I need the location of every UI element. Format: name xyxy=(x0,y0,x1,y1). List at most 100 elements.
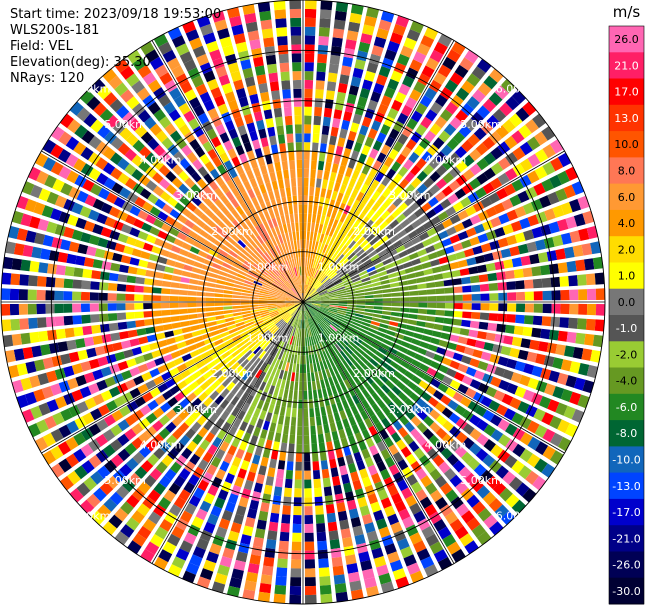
velocity-gate xyxy=(139,146,152,159)
velocity-gate xyxy=(143,311,153,318)
velocity-gate xyxy=(152,287,162,294)
velocity-gate xyxy=(489,521,504,536)
velocity-gate xyxy=(453,371,465,382)
velocity-gate xyxy=(180,225,191,235)
velocity-gate xyxy=(506,314,516,323)
velocity-gate xyxy=(258,306,268,309)
range-ring-label: 6.00km xyxy=(496,510,538,523)
velocity-gate xyxy=(192,45,206,58)
velocity-gate xyxy=(275,245,281,255)
velocity-gate xyxy=(322,477,331,488)
velocity-gate xyxy=(336,192,344,203)
velocity-gate xyxy=(273,207,280,218)
velocity-gate xyxy=(329,296,339,299)
velocity-gate xyxy=(505,96,520,111)
velocity-gate xyxy=(181,270,192,278)
velocity-gate xyxy=(489,293,499,301)
velocity-gate xyxy=(292,249,296,259)
velocity-gate xyxy=(349,271,359,278)
velocity-gate xyxy=(330,46,342,57)
velocity-gate xyxy=(349,326,359,333)
velocity-gate xyxy=(40,248,51,260)
velocity-gate xyxy=(42,139,57,154)
velocity-gate xyxy=(355,289,365,294)
velocity-gate xyxy=(319,342,325,352)
velocity-gate xyxy=(94,345,106,356)
velocity-gate xyxy=(296,310,301,319)
velocity-gate xyxy=(268,209,275,219)
velocity-gate xyxy=(577,318,587,330)
velocity-gate xyxy=(533,408,546,422)
velocity-gate xyxy=(415,195,427,207)
velocity-gate xyxy=(289,345,294,355)
velocity-gate xyxy=(531,226,543,239)
velocity-gate xyxy=(267,375,274,385)
velocity-gate xyxy=(254,215,263,225)
velocity-gate xyxy=(332,28,345,39)
velocity-gate xyxy=(242,67,254,79)
velocity-gate xyxy=(273,593,286,604)
velocity-gate xyxy=(400,302,410,307)
velocity-gate xyxy=(137,109,151,123)
velocity-gate xyxy=(221,82,233,95)
velocity-gate xyxy=(309,289,317,296)
velocity-gate xyxy=(143,294,153,301)
velocity-gate xyxy=(392,355,403,365)
velocity-gate xyxy=(416,548,431,561)
velocity-gate xyxy=(161,223,172,233)
velocity-gate xyxy=(257,337,266,346)
velocity-gate xyxy=(155,263,166,272)
velocity-gate xyxy=(178,170,190,182)
velocity-gate xyxy=(400,146,412,158)
velocity-gate xyxy=(416,277,426,284)
velocity-gate xyxy=(506,281,516,290)
velocity-gate xyxy=(83,113,98,128)
velocity-gate xyxy=(104,131,117,145)
velocity-gate xyxy=(258,128,267,139)
velocity-gate xyxy=(301,293,303,302)
velocity-gate xyxy=(560,388,573,402)
velocity-gate xyxy=(164,266,175,274)
velocity-gate xyxy=(356,347,365,356)
velocity-gate xyxy=(472,245,483,255)
velocity-gate xyxy=(119,463,133,477)
velocity-gate xyxy=(410,164,421,176)
velocity-gate xyxy=(326,286,336,291)
velocity-gate xyxy=(259,233,267,243)
velocity-gate xyxy=(198,391,209,402)
velocity-gate xyxy=(99,282,109,291)
velocity-gate xyxy=(241,248,250,257)
velocity-gate xyxy=(548,329,559,341)
velocity-gate xyxy=(469,275,480,284)
velocity-gate xyxy=(345,102,355,113)
velocity-gate xyxy=(283,169,290,179)
velocity-gate xyxy=(317,205,323,215)
velocity-gate xyxy=(20,377,33,391)
velocity-gate xyxy=(58,458,72,473)
velocity-gate xyxy=(102,146,116,160)
velocity-gate xyxy=(240,302,250,305)
velocity-gate xyxy=(435,94,448,107)
velocity-gate xyxy=(222,547,235,559)
velocity-gate xyxy=(305,275,309,285)
velocity-gate xyxy=(357,96,368,108)
velocity-gate xyxy=(170,130,182,143)
velocity-gate xyxy=(372,241,382,250)
velocity-gate xyxy=(390,316,400,322)
velocity-gate xyxy=(382,293,392,298)
velocity-gate xyxy=(159,151,172,163)
velocity-gate xyxy=(289,434,296,444)
velocity-gate xyxy=(205,254,216,262)
velocity-gate xyxy=(402,75,415,88)
velocity-gate xyxy=(320,299,330,301)
velocity-gate xyxy=(121,370,133,381)
range-ring-label: 3.00km xyxy=(389,403,431,416)
velocity-gate xyxy=(585,273,596,286)
velocity-gate xyxy=(477,82,492,97)
velocity-gate xyxy=(324,99,334,109)
velocity-gate xyxy=(455,109,469,123)
velocity-gate xyxy=(226,254,236,262)
velocity-gate xyxy=(382,302,392,306)
velocity-gate xyxy=(114,82,129,97)
velocity-gate xyxy=(289,0,301,10)
